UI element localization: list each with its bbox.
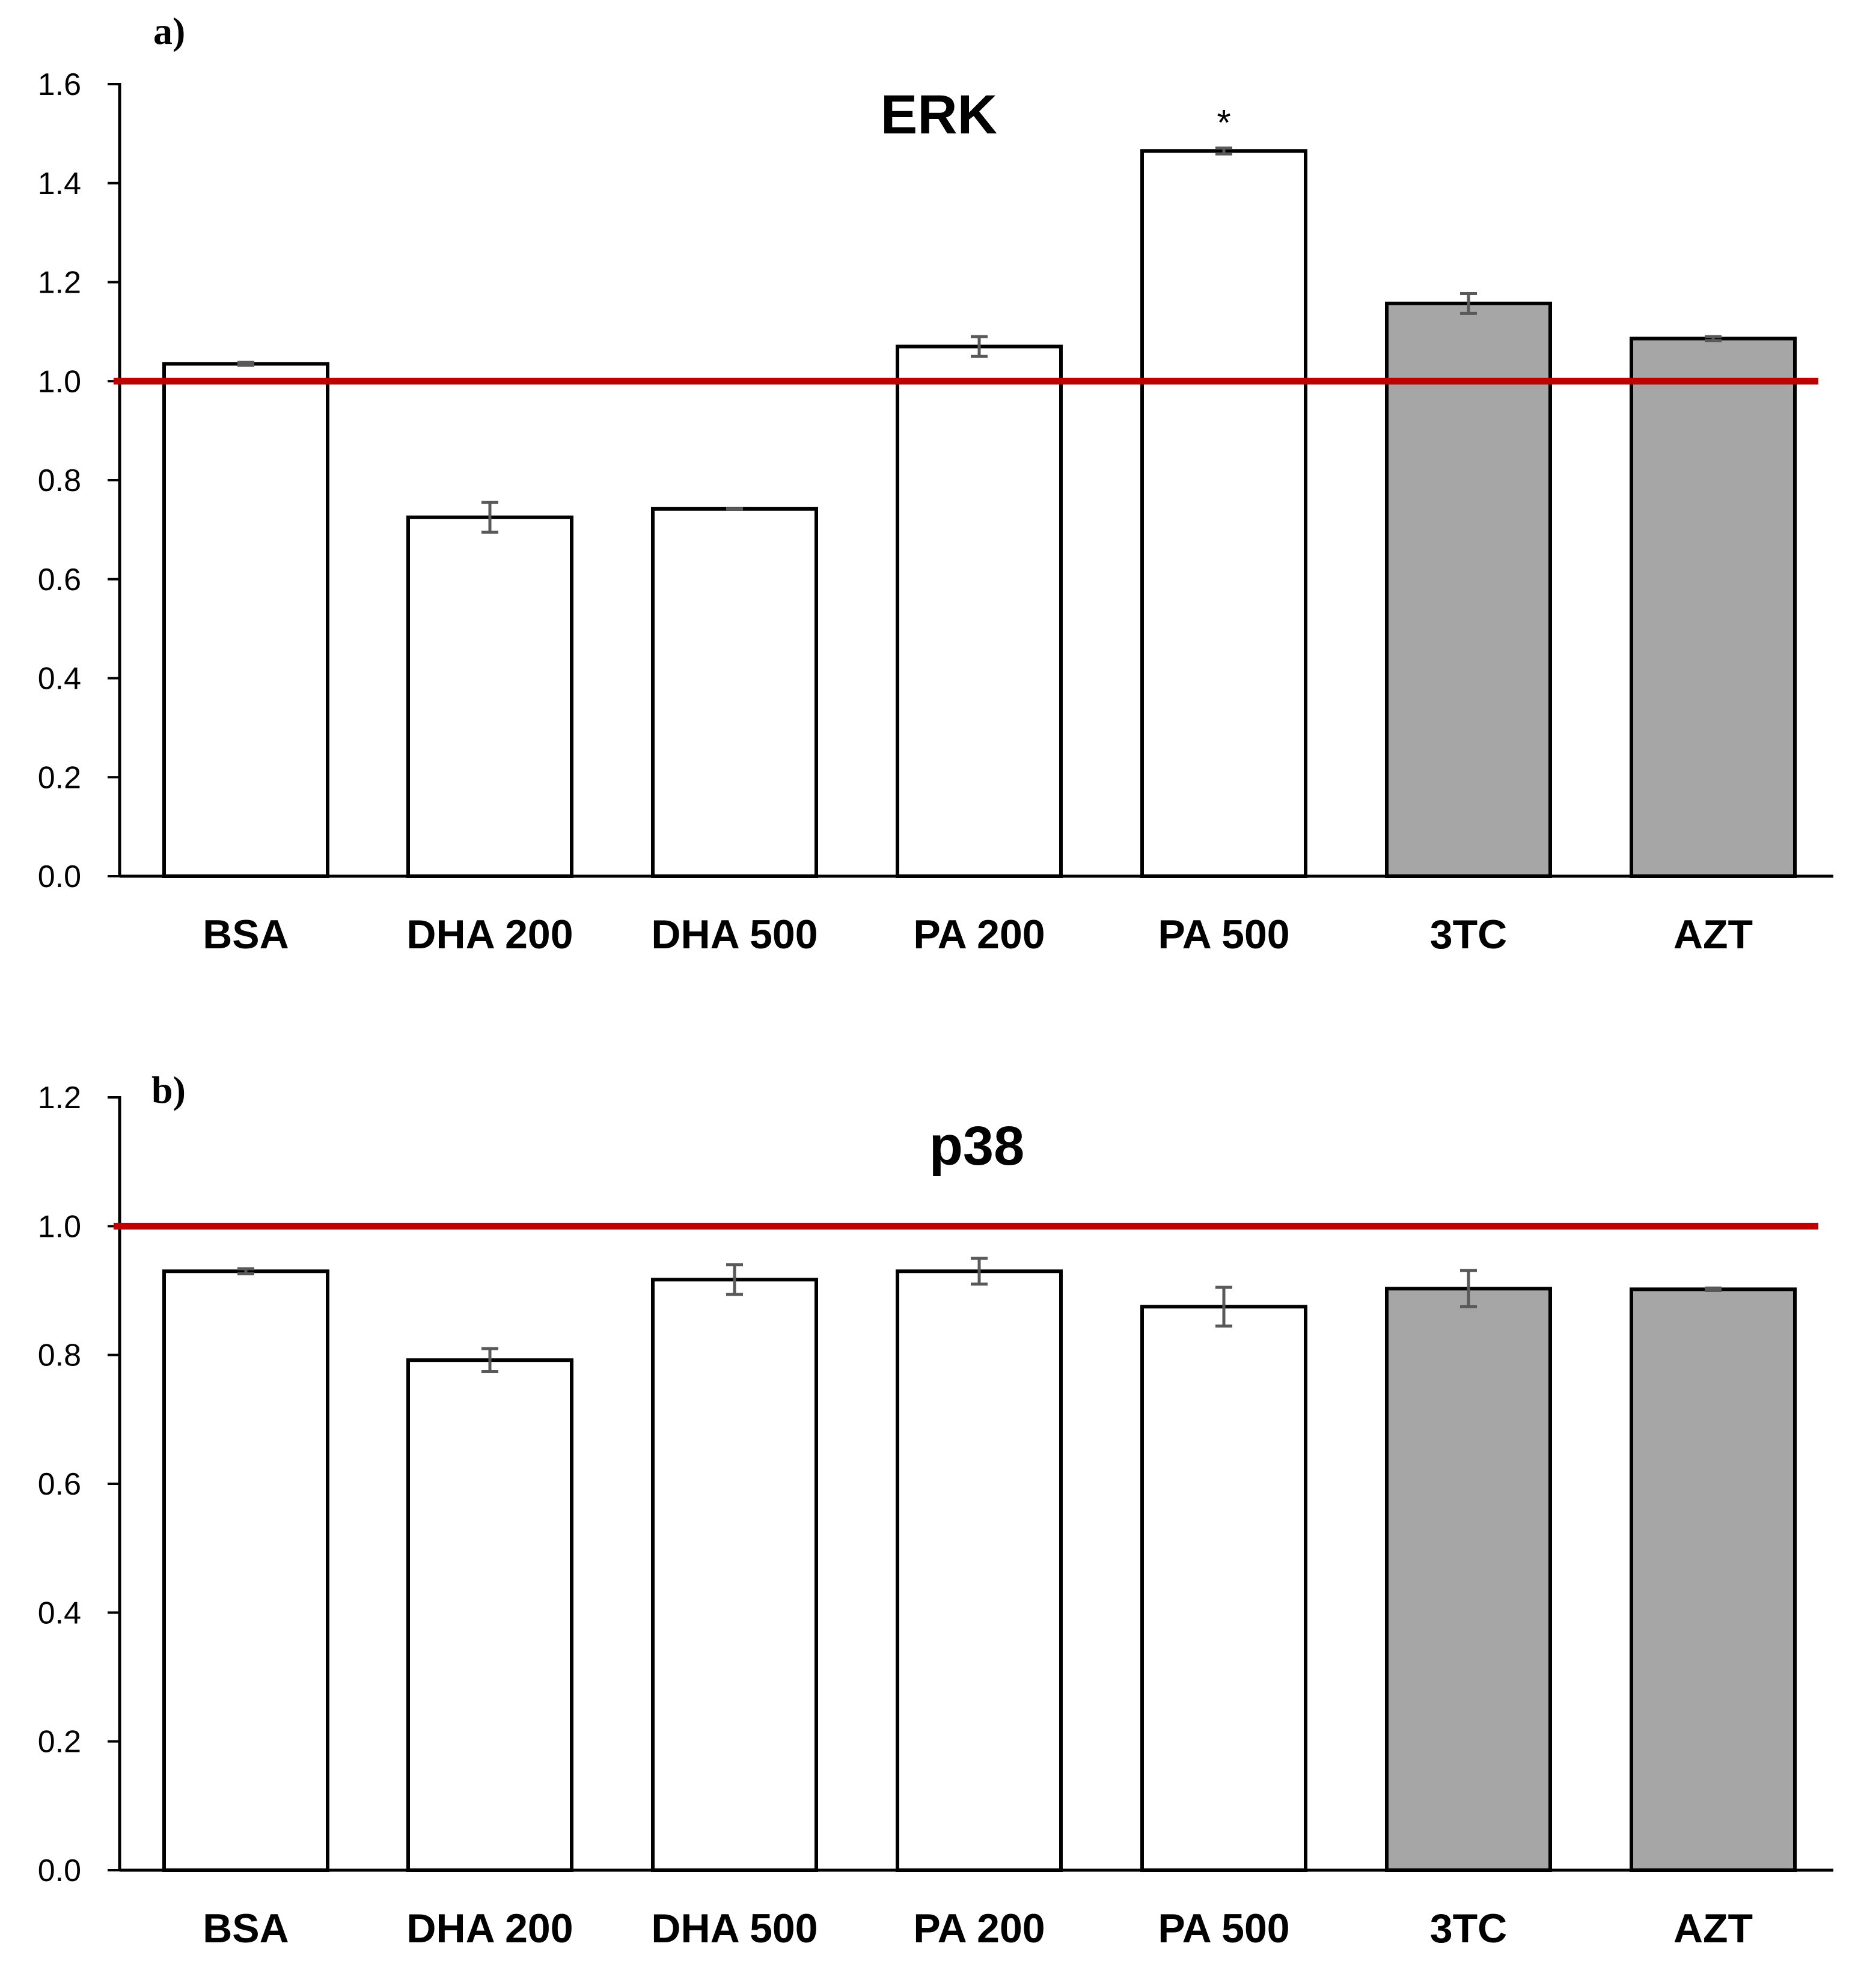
error-bar: [1460, 291, 1477, 315]
x-category-label: 3TC: [1430, 1906, 1507, 1951]
error-bar: [481, 1347, 498, 1374]
error-bar: [237, 1267, 254, 1276]
bar-dha-200: [406, 1358, 573, 1872]
error-bar: [971, 335, 988, 358]
error-bar: [1215, 146, 1232, 156]
x-category-label: DHA 500: [651, 912, 818, 957]
y-tick-label: 0.0: [38, 1853, 81, 1888]
x-category-label: DHA 500: [651, 1906, 818, 1951]
error-bar: [481, 501, 498, 534]
y-tick-label: 0.0: [38, 859, 81, 894]
panel-label: b): [151, 1069, 186, 1111]
bar-dha-500: [651, 507, 818, 878]
bar-pa-500: [1140, 1305, 1307, 1873]
bar-bsa: [162, 362, 329, 878]
x-category-label: DHA 200: [406, 912, 573, 957]
y-tick-label: 0.6: [38, 563, 81, 597]
chart-title: ERK: [881, 84, 997, 145]
y-tick-label: 0.4: [38, 662, 81, 697]
y-tick-label: 1.0: [38, 1209, 81, 1244]
bar-dha-500: [651, 1278, 818, 1873]
error-bar: [1705, 335, 1722, 343]
y-tick-label: 0.6: [38, 1467, 81, 1502]
y-tick-label: 1.2: [38, 1081, 81, 1115]
y-tick-label: 1.0: [38, 364, 81, 399]
error-bar: [237, 361, 254, 367]
y-tick-label: 0.2: [38, 760, 81, 795]
bar-3tc: [1385, 301, 1552, 878]
x-category-label: AZT: [1673, 1906, 1753, 1951]
chart-title: p38: [929, 1115, 1025, 1177]
y-tick-label: 0.4: [38, 1596, 81, 1630]
error-bar: [1460, 1269, 1477, 1308]
x-category-label: DHA 200: [406, 1906, 573, 1951]
x-category-label: 3TC: [1430, 912, 1507, 957]
error-bar: [1705, 1286, 1722, 1292]
y-tick-label: 0.8: [38, 1338, 81, 1373]
y-tick-label: 0.2: [38, 1725, 81, 1760]
x-category-label: BSA: [203, 912, 289, 957]
panel-label: a): [153, 10, 185, 52]
panel-b-p38-chart: b) p38 0.0 0.2 0.4 0.6 0.8 1.0 1.2 BSA DHA 200 DHA …: [38, 1069, 1833, 1951]
error-bar: [1215, 1285, 1232, 1328]
x-category-label: PA 200: [913, 912, 1045, 957]
significance-marker: *: [1217, 102, 1230, 142]
bar-azt: [1630, 1287, 1797, 1872]
bar-bsa: [162, 1269, 329, 1873]
x-category-label: PA 500: [1158, 1906, 1289, 1951]
panel-a-erk-chart: a) ERK 0.0 0.2 0.4 0.6 0.8 1.0 1.2 1.4 1.6 BSA DHA 2…: [38, 10, 1833, 957]
y-tick-label: 1.6: [38, 67, 81, 102]
x-category-label: AZT: [1673, 912, 1753, 957]
bar-3tc: [1385, 1287, 1552, 1872]
x-category-label: PA 500: [1158, 912, 1289, 957]
y-tick-label: 1.4: [38, 166, 81, 201]
bar-azt: [1630, 337, 1797, 878]
error-bar: [971, 1257, 988, 1286]
bar-pa-200: [896, 1269, 1063, 1873]
y-tick-label: 1.2: [38, 266, 81, 300]
x-category-label: BSA: [203, 1906, 289, 1951]
x-category-label: PA 200: [913, 1906, 1045, 1951]
bar-dha-200: [406, 515, 573, 878]
bar-pa-200: [896, 344, 1063, 878]
y-tick-label: 0.8: [38, 463, 81, 498]
error-bar: [726, 1263, 743, 1296]
bar-pa-500: [1140, 149, 1307, 878]
